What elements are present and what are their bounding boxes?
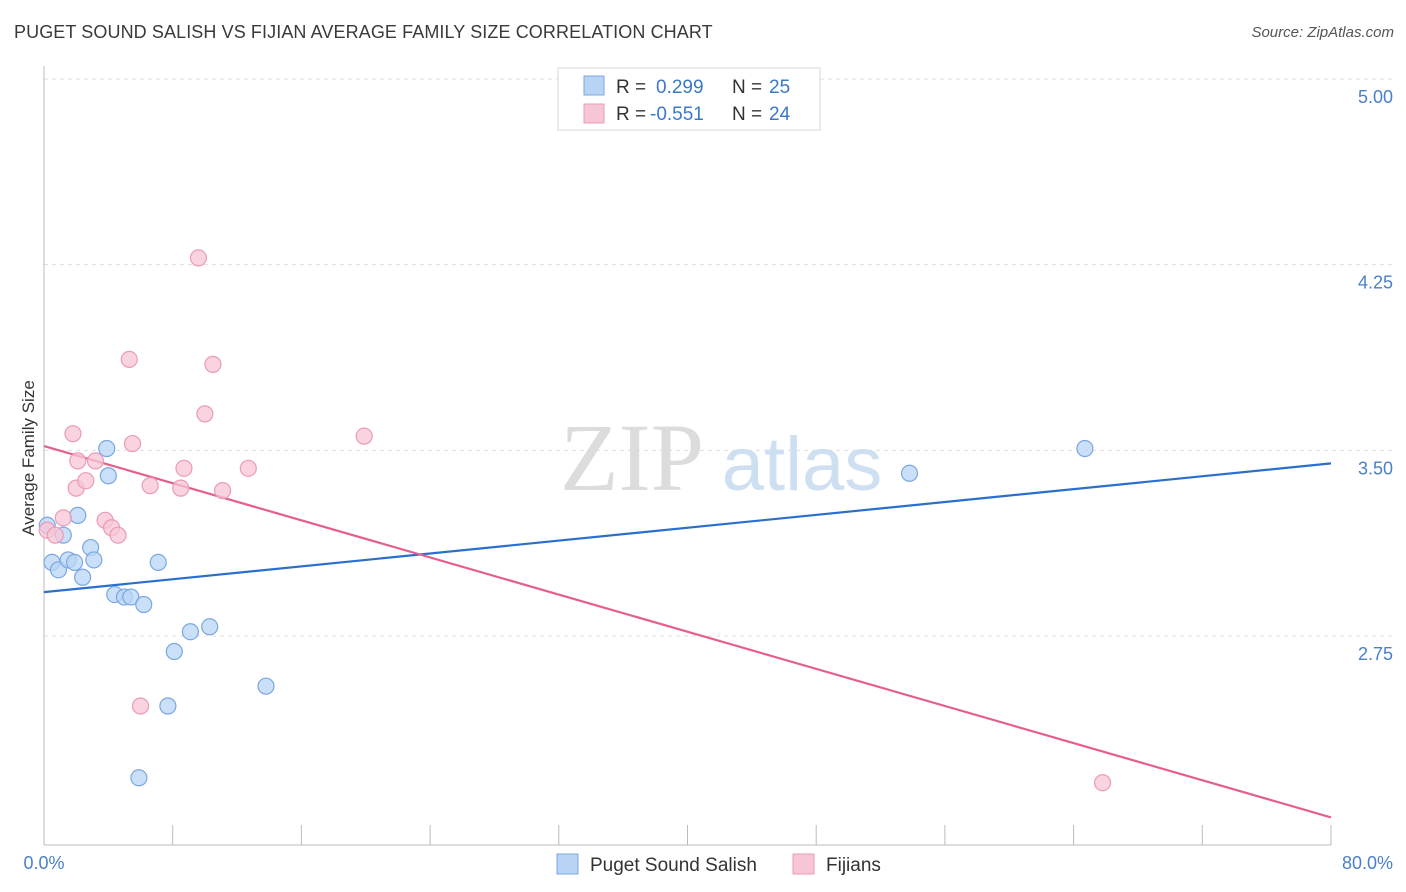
data-point-fijians [1093,774,1112,792]
watermark-atlas: atlas [722,422,883,507]
data-point-salish [165,642,183,661]
correlation-legend: R = 0.299 N = 25 R = -0.551 N = 24 [557,67,821,131]
legend-r-value-1: 0.299 [656,77,704,98]
data-point-fijians [213,482,232,500]
data-point-salish [98,439,116,458]
data-point-fijians [123,434,142,453]
data-point-fijians [189,249,208,267]
data-point-salish [135,595,153,614]
chart-title: PUGET SOUND SALISH VS FIJIAN AVERAGE FAM… [14,22,713,42]
y-tick-label: 5.00 [1358,87,1393,107]
data-point-fijians [109,526,127,544]
legend-n-value-2: 24 [769,104,791,125]
data-point-salish [122,588,140,606]
bottom-legend-fijians: Fijians [826,855,881,876]
legend-r-value-2: -0.551 [650,104,704,125]
bottom-legend-swatch-salish [556,853,579,875]
data-point-fijians [355,427,373,445]
trend-lines [43,444,1332,819]
y-tick-label: 4.25 [1358,273,1393,293]
data-points [38,249,1112,792]
data-point-salish [69,506,87,524]
data-point-fijians [204,355,222,373]
data-point-fijians [175,459,193,477]
trend-line-salish [43,462,1332,594]
axes: 2.75 3.50 4.25 5.00 0.0% 80.0% [23,66,1393,873]
series-legend: Puget Sound Salish Fijians [556,853,881,876]
data-point-fijians [86,452,105,470]
data-point-salish [257,677,275,695]
data-point-fijians [54,509,72,527]
trend-line-fijians [43,444,1332,819]
data-point-fijians [77,472,95,490]
data-point-salish [85,551,103,569]
data-point-fijians [239,459,257,477]
legend-r-label-2: R = [616,104,646,125]
data-point-salish [65,553,84,572]
data-point-salish [130,769,148,787]
data-point-fijians [141,477,159,495]
y-tick-label: 2.75 [1358,644,1393,664]
data-point-salish [99,467,117,485]
data-point-salish [201,618,219,636]
legend-r-label-1: R = [616,77,646,98]
data-point-salish [1076,439,1094,458]
x-tick-label: 80.0% [1342,853,1393,873]
legend-swatch-fijians [583,103,605,124]
data-point-fijians [196,405,214,423]
data-point-fijians [46,526,64,544]
x-tick-label: 0.0% [23,853,64,873]
watermark-zip: ZIP [560,404,704,511]
data-point-salish [159,697,177,715]
data-point-salish [900,464,919,482]
data-point-fijians [120,350,138,369]
data-point-fijians [172,479,190,497]
y-axis-label: Average Family Size [19,380,38,536]
bottom-legend-swatch-fijians [792,853,815,875]
data-point-fijians [64,425,82,443]
data-point-salish [149,553,167,572]
data-point-salish [74,568,92,586]
legend-n-value-1: 25 [769,77,790,98]
data-point-fijians [69,452,87,470]
bottom-legend-salish: Puget Sound Salish [590,855,757,876]
legend-n-label-2: N = [732,104,762,125]
y-tick-label: 3.50 [1358,458,1393,478]
data-point-fijians [131,697,150,715]
data-point-salish [181,623,199,641]
legend-n-label-1: N = [732,77,762,98]
grid-lines [44,78,1392,637]
source-credit: Source: ZipAtlas.com [1251,24,1394,41]
watermark: ZIP atlas [560,404,882,511]
legend-swatch-salish [583,75,605,96]
